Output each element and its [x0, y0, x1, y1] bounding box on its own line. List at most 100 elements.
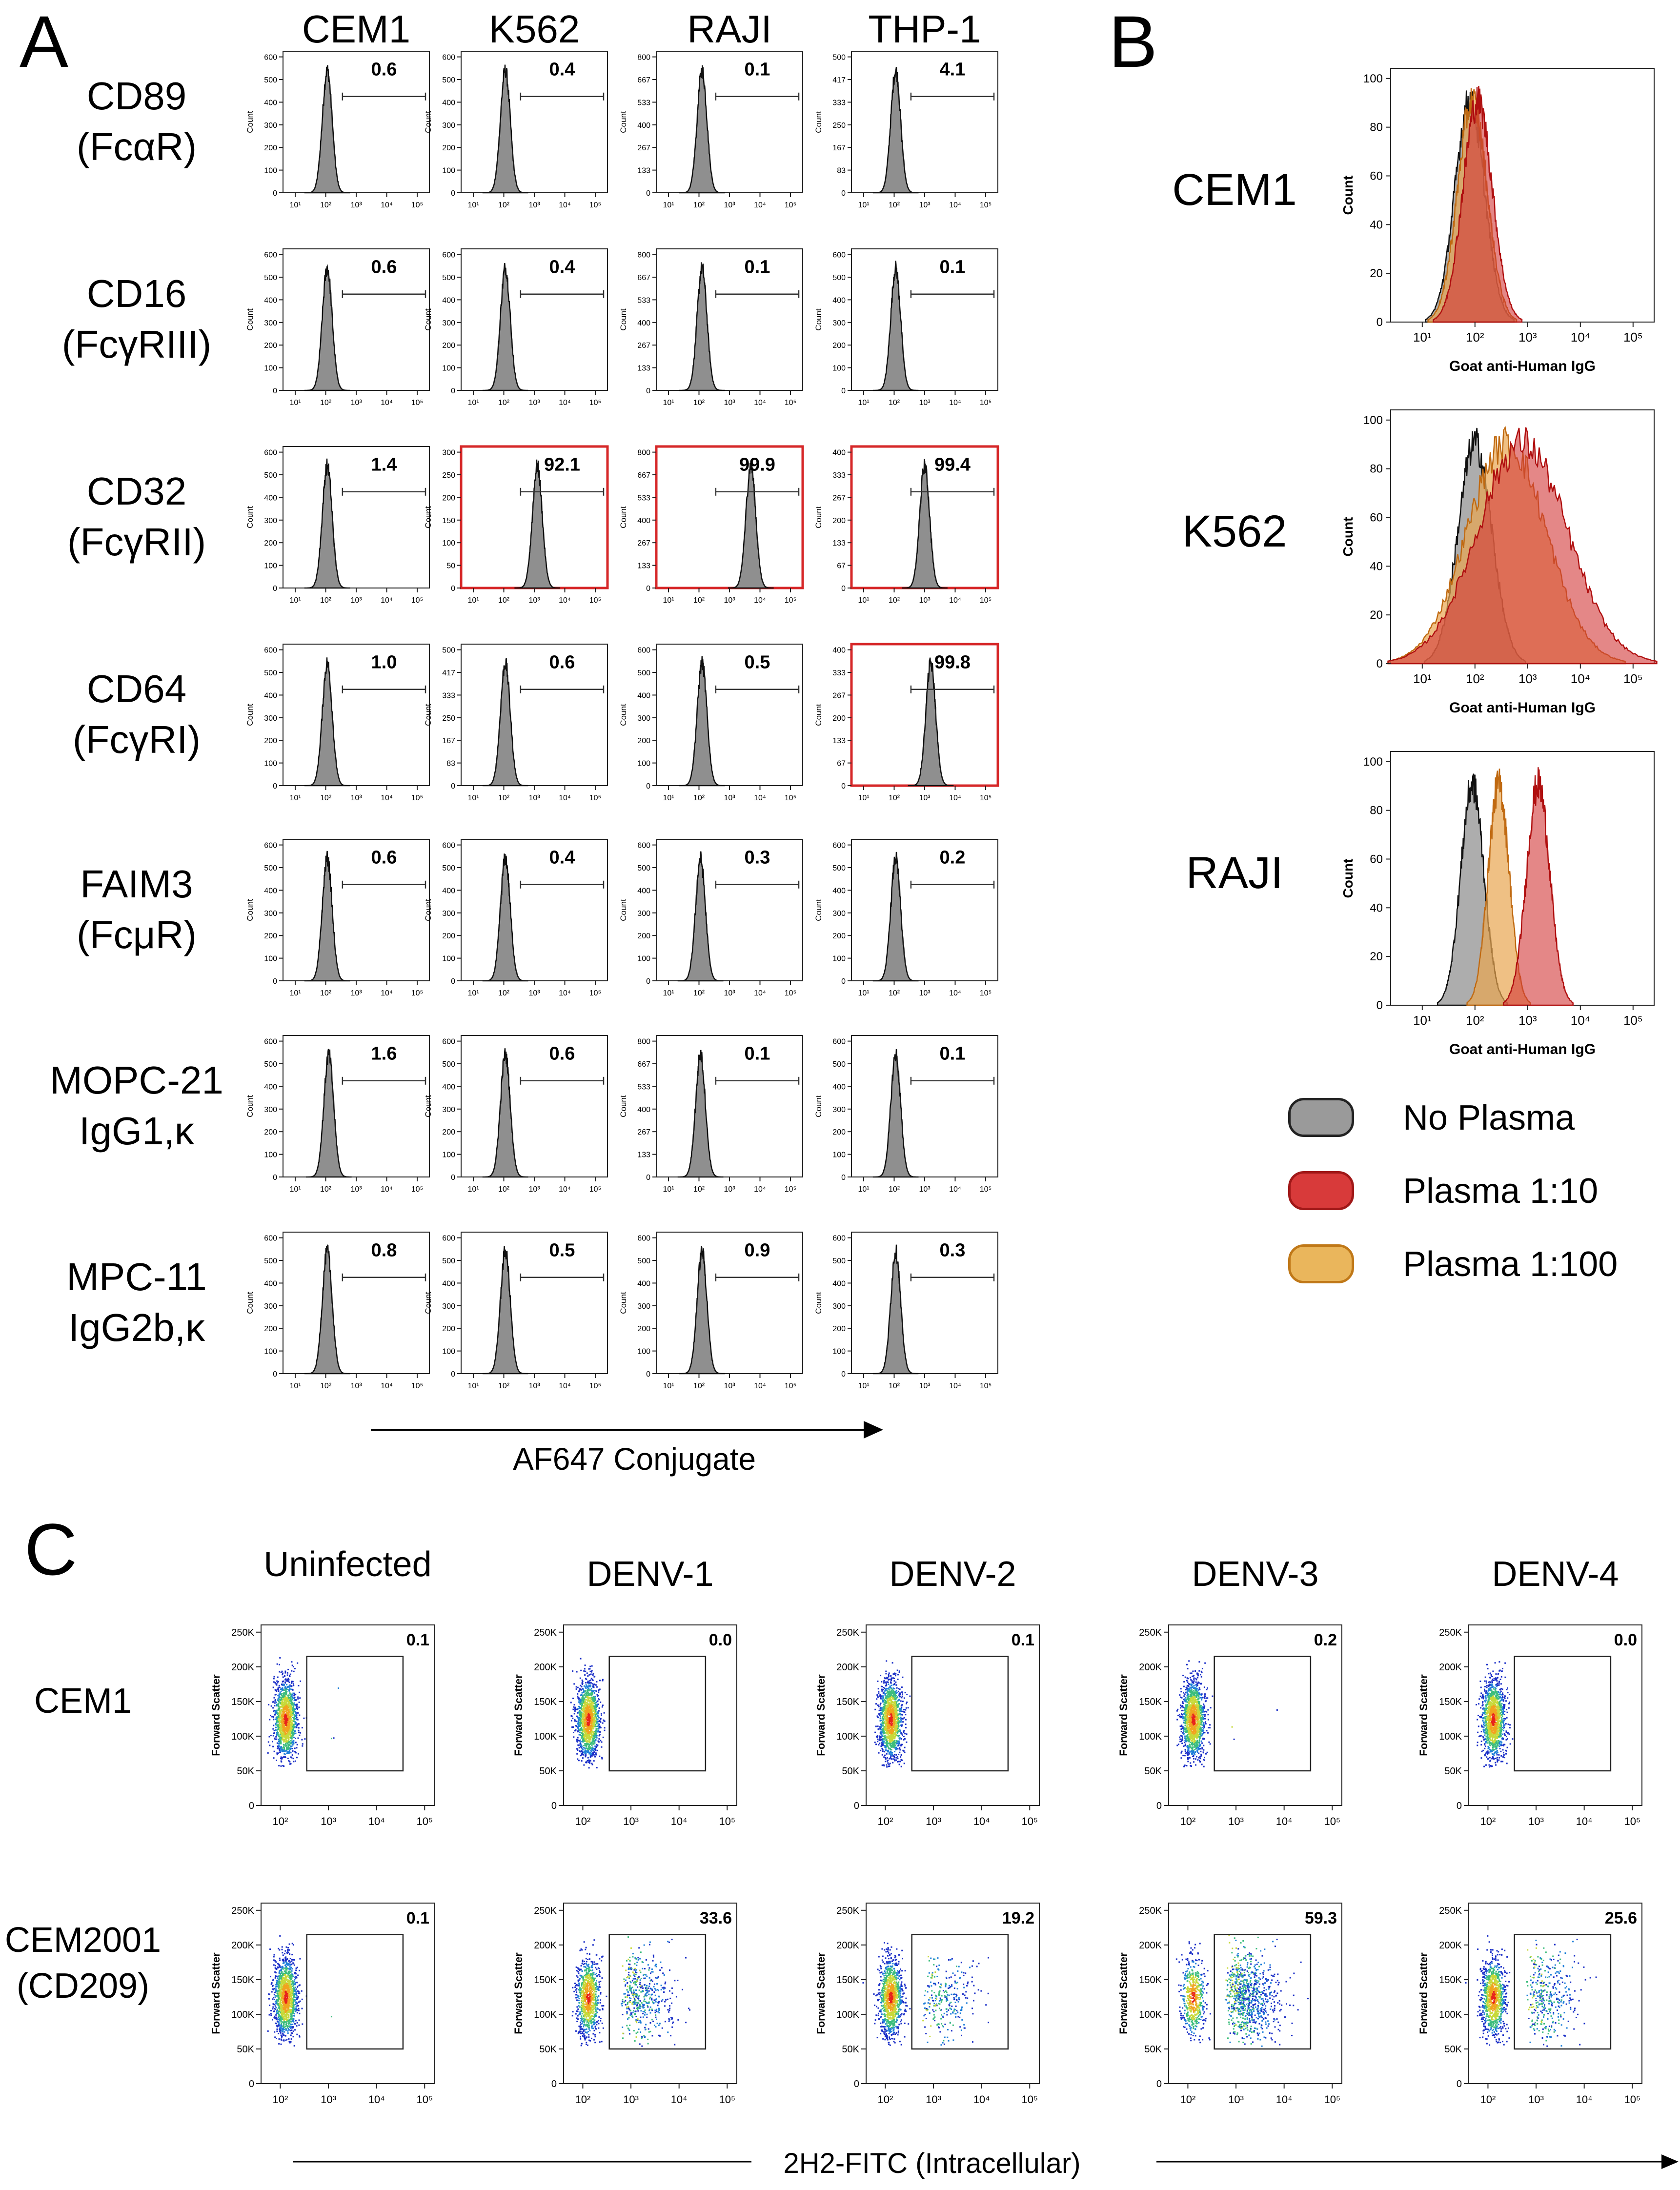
event-dot	[290, 1707, 292, 1709]
event-dot	[585, 1712, 587, 1713]
event-dot	[588, 1731, 590, 1732]
x-tick-label: 10⁵	[589, 596, 601, 605]
event-dot	[272, 1741, 273, 1743]
event-dot	[596, 1767, 598, 1768]
event-dot	[272, 1707, 274, 1709]
event-dot	[284, 1670, 286, 1672]
event-dot	[278, 1745, 280, 1747]
x-tick-label: 10³	[528, 1382, 540, 1390]
x-tick-label: 10²	[320, 201, 332, 209]
y-tick-label: 400	[637, 1106, 650, 1114]
event-dot	[902, 1676, 904, 1678]
event-dot	[280, 1717, 282, 1719]
event-dot	[280, 1728, 282, 1730]
y-tick-label: 250	[832, 122, 846, 130]
event-dot	[586, 1735, 587, 1737]
event-dot	[292, 1706, 294, 1708]
event-dot	[589, 1711, 591, 1713]
event-dot	[590, 1705, 592, 1707]
event-dot	[293, 1670, 295, 1672]
event-dot	[292, 1689, 294, 1691]
event-dot	[583, 1727, 585, 1729]
event-dot	[580, 1698, 582, 1700]
event-dot	[584, 1703, 586, 1705]
x-tick-label: 10⁵	[416, 1815, 433, 1827]
event-dot	[286, 1749, 288, 1751]
event-dot	[895, 1746, 897, 1748]
event-dot	[596, 1681, 598, 1683]
event-dot	[895, 1748, 897, 1750]
event-dot	[587, 1744, 588, 1745]
event-dot	[280, 1726, 282, 1728]
x-tick-label: 10²	[498, 596, 510, 605]
event-dot	[582, 1710, 584, 1712]
event-dot	[591, 1716, 593, 1718]
event-dot	[290, 1700, 292, 1702]
event-dot	[576, 1671, 578, 1673]
event-dot	[288, 1682, 290, 1683]
y-axis-label: Count	[424, 704, 433, 726]
event-dot	[282, 1725, 284, 1727]
y-tick-label: 100	[832, 955, 846, 963]
event-dot	[278, 1690, 280, 1692]
event-dot	[285, 1708, 287, 1710]
event-dot	[886, 1687, 888, 1689]
event-dot	[578, 1705, 580, 1707]
y-axis-label: Count	[814, 1095, 823, 1117]
event-dot	[894, 1696, 896, 1698]
event-dot	[290, 1728, 292, 1730]
event-dot	[588, 1728, 590, 1729]
event-dot	[281, 1735, 283, 1737]
event-dot	[589, 1715, 591, 1717]
event-dot	[583, 1716, 585, 1717]
y-tick-label: 500	[264, 669, 277, 677]
event-dot	[592, 1707, 594, 1709]
event-dot	[269, 1719, 271, 1721]
event-dot	[288, 1701, 290, 1703]
event-dot	[285, 1723, 287, 1725]
event-dot	[572, 1698, 574, 1700]
event-dot	[587, 1747, 589, 1749]
event-dot	[280, 1699, 282, 1701]
event-dot	[897, 1744, 899, 1746]
y-tick-label: 100K	[534, 1731, 557, 1742]
event-dot	[577, 1695, 579, 1697]
event-dot	[579, 1702, 581, 1704]
event-dot	[594, 1737, 596, 1738]
event-dot	[283, 1709, 285, 1711]
event-dot	[274, 1719, 276, 1720]
event-dot	[584, 1726, 586, 1728]
event-dot	[281, 1715, 283, 1717]
y-tick-label: 600	[832, 1235, 846, 1243]
event-dot	[288, 1738, 290, 1740]
event-dot	[287, 1732, 289, 1734]
event-dot	[585, 1734, 587, 1736]
event-dot	[906, 1702, 908, 1703]
event-dot	[892, 1758, 894, 1760]
event-dot	[897, 1758, 899, 1760]
event-dot	[901, 1710, 903, 1712]
event-dot	[287, 1724, 289, 1726]
event-dot	[590, 1687, 592, 1689]
plot-frame	[283, 1035, 430, 1177]
event-dot	[582, 1733, 584, 1735]
event-dot	[595, 1739, 597, 1741]
event-dot	[287, 1729, 289, 1731]
event-dot	[290, 1748, 291, 1750]
event-dot	[274, 1705, 276, 1707]
plot-frame	[656, 1035, 803, 1177]
event-dot	[276, 1734, 278, 1736]
event-dot	[279, 1711, 281, 1713]
y-tick-label: 417	[442, 669, 455, 677]
event-dot	[281, 1697, 283, 1699]
x-tick-label: 10¹	[663, 989, 674, 997]
event-dot	[587, 1728, 588, 1730]
event-dot	[893, 1688, 895, 1690]
event-dot	[283, 1753, 285, 1755]
event-dot	[589, 1680, 590, 1682]
y-tick-label: 400	[442, 1279, 455, 1288]
event-dot	[584, 1729, 586, 1731]
event-dot	[274, 1689, 276, 1691]
event-dot	[574, 1719, 576, 1721]
